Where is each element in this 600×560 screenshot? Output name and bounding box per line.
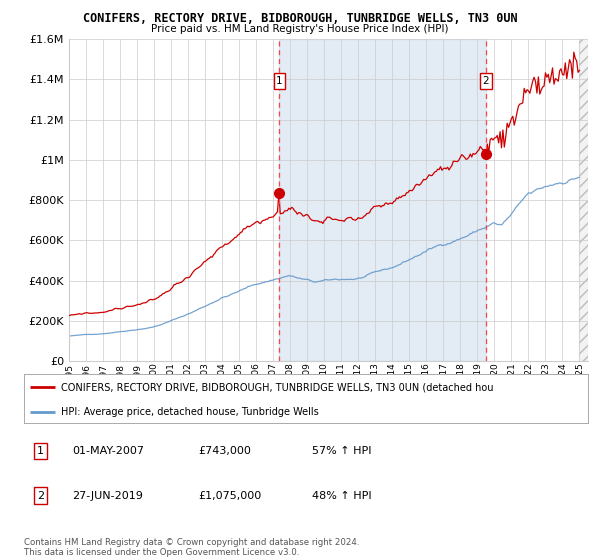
Text: Price paid vs. HM Land Registry's House Price Index (HPI): Price paid vs. HM Land Registry's House …: [151, 24, 449, 34]
Text: HPI: Average price, detached house, Tunbridge Wells: HPI: Average price, detached house, Tunb…: [61, 407, 319, 417]
Text: 57% ↑ HPI: 57% ↑ HPI: [312, 446, 371, 456]
Text: £1,075,000: £1,075,000: [198, 491, 261, 501]
Text: £743,000: £743,000: [198, 446, 251, 456]
Text: CONIFERS, RECTORY DRIVE, BIDBOROUGH, TUNBRIDGE WELLS, TN3 0UN (detached hou: CONIFERS, RECTORY DRIVE, BIDBOROUGH, TUN…: [61, 382, 493, 393]
Text: 1: 1: [37, 446, 44, 456]
Bar: [580, 39, 588, 361]
Text: 27-JUN-2019: 27-JUN-2019: [72, 491, 143, 501]
Text: Contains HM Land Registry data © Crown copyright and database right 2024.
This d: Contains HM Land Registry data © Crown c…: [24, 538, 359, 557]
Text: 2: 2: [37, 491, 44, 501]
Text: 48% ↑ HPI: 48% ↑ HPI: [312, 491, 371, 501]
Bar: [280, 39, 486, 361]
Text: 1: 1: [276, 76, 283, 86]
Text: 2: 2: [482, 76, 489, 86]
Text: 01-MAY-2007: 01-MAY-2007: [72, 446, 144, 456]
Bar: [580, 39, 588, 361]
Text: CONIFERS, RECTORY DRIVE, BIDBOROUGH, TUNBRIDGE WELLS, TN3 0UN: CONIFERS, RECTORY DRIVE, BIDBOROUGH, TUN…: [83, 12, 517, 25]
